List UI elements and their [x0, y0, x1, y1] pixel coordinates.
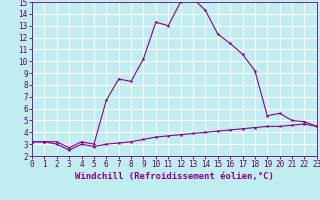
X-axis label: Windchill (Refroidissement éolien,°C): Windchill (Refroidissement éolien,°C) [75, 172, 274, 181]
